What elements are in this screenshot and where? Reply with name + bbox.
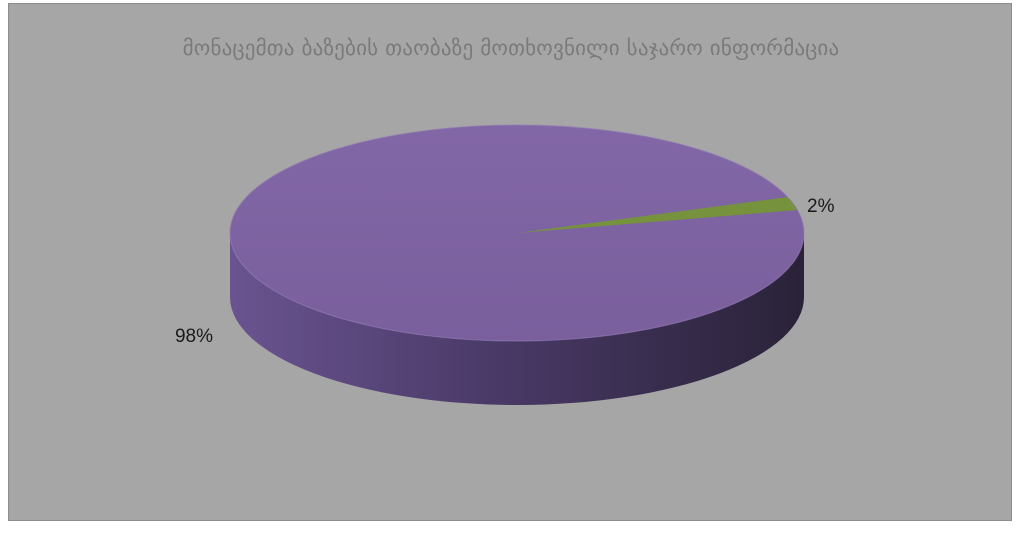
pie-slice-2pct [517, 196, 798, 233]
pie-chart: 98% 2% [175, 124, 835, 405]
pie-rim [229, 124, 805, 342]
chart-title: მონაცემთა ბაზების თაობაზე მოთხოვნილი საჯ… [182, 36, 840, 60]
pie-side-wall [230, 233, 804, 405]
data-label-2pct: 2% [807, 196, 835, 217]
data-label-98pct: 98% [175, 326, 213, 347]
chart-area: მონაცემთა ბაზების თაობაზე მოთხოვნილი საჯ… [8, 3, 1012, 521]
pie-group: 98% 2% [175, 124, 835, 405]
